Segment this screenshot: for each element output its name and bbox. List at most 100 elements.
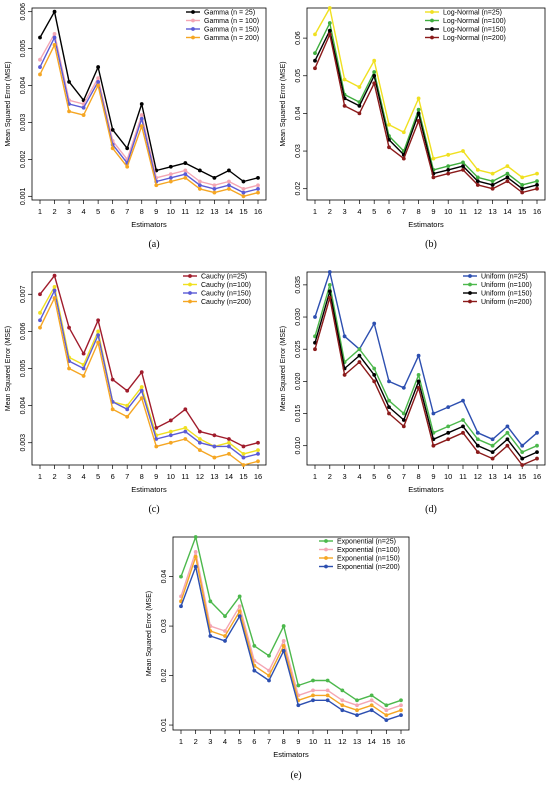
data-point — [110, 377, 115, 382]
chart-panel: 1 2 3 4 5 6 7 8 9 10 11 12 13 14 15 160.0100.0150.0200.… — [280, 270, 546, 515]
plot-frame — [306, 7, 546, 201]
data-point — [475, 430, 480, 435]
data-point — [67, 325, 71, 330]
data-point — [168, 433, 173, 438]
data-point — [327, 289, 332, 294]
x-tick-label: 6 — [111, 207, 115, 216]
x-tick-label: 16 — [397, 737, 405, 746]
data-point — [241, 187, 246, 191]
data-point — [387, 411, 391, 416]
x-tick-label: 8 — [140, 207, 144, 216]
legend-swatch-point — [188, 274, 192, 278]
data-point — [520, 175, 525, 180]
data-point — [355, 713, 359, 718]
data-point — [183, 168, 188, 173]
x-tick-label: 9 — [154, 207, 158, 216]
data-point — [183, 161, 188, 165]
legend-swatch-point — [430, 18, 434, 23]
data-point — [110, 407, 115, 412]
legend-swatch-point — [324, 556, 328, 560]
data-point — [401, 418, 406, 422]
data-point — [490, 186, 495, 191]
data-point — [535, 171, 539, 176]
data-point — [535, 443, 539, 448]
legend-swatch-point — [430, 10, 434, 14]
series-line — [314, 22, 538, 186]
x-tick-label: 10 — [167, 207, 175, 216]
data-point — [227, 444, 231, 449]
data-point — [490, 456, 495, 461]
y-axis-label: Mean Squared Error (MSE) — [280, 61, 287, 146]
y-axis-label: Mean Squared Error (MSE) — [5, 61, 12, 146]
legend: Exponential (n=25)Exponential (n=100) Exp… — [319, 539, 400, 571]
data-point — [96, 318, 101, 323]
x-axis-label: Estimators — [408, 485, 444, 494]
data-point — [357, 85, 362, 89]
data-point — [81, 366, 86, 371]
legend-entry: Uniform (n=200) — [481, 299, 532, 306]
data-point — [340, 698, 345, 703]
legend-entry: Exponential (n=200) — [337, 564, 400, 571]
legend-swatch-point — [430, 27, 434, 31]
data-point — [139, 385, 144, 389]
y-tick-label: 0.007 — [20, 285, 27, 303]
x-tick-label: 10 — [167, 472, 175, 481]
chart-panel: 1 2 3 4 5 6 7 8 9 10 11 12 13 14 15 160.0030.0040.0050.… — [5, 271, 267, 515]
x-tick-label: 16 — [533, 472, 541, 481]
x-tick-label: 4 — [357, 472, 361, 481]
data-point — [475, 443, 480, 448]
data-point — [327, 32, 332, 37]
data-point — [399, 708, 403, 713]
data-point — [197, 448, 202, 453]
legend-swatch-point — [188, 291, 192, 295]
data-point — [311, 698, 315, 703]
data-point — [340, 688, 345, 693]
data-point — [81, 113, 86, 117]
legend-entry: Cauchy (n=200) — [201, 299, 251, 306]
series-line — [314, 297, 538, 466]
data-point — [327, 28, 332, 33]
x-tick-label: 5 — [96, 207, 100, 216]
data-point — [490, 437, 495, 442]
x-tick-label: 12 — [196, 207, 204, 216]
data-point — [267, 673, 271, 678]
data-point — [372, 70, 377, 74]
data-point — [461, 164, 465, 169]
legend-entry: Uniform (n=25) — [481, 274, 528, 281]
legend: Uniform (n=25)Uniform (n=100) Uniform (n=… — [463, 274, 532, 306]
y-axis-label: Mean Squared Error (MSE) — [280, 326, 287, 411]
data-point — [168, 418, 173, 423]
data-point — [431, 443, 436, 448]
data-point — [327, 282, 332, 287]
legend-entry: Gamma (n = 200) — [204, 35, 259, 42]
data-point — [461, 424, 465, 429]
data-point — [168, 175, 173, 180]
x-tick-label: 1 — [313, 472, 317, 481]
data-point — [401, 424, 406, 429]
data-point — [139, 388, 144, 393]
data-point — [81, 374, 86, 378]
data-point — [535, 179, 539, 184]
y-tick-label: 0.001 — [20, 187, 27, 205]
data-point — [520, 463, 525, 467]
panel-caption: (b) — [425, 239, 437, 250]
data-point — [416, 385, 421, 390]
data-point — [401, 385, 406, 390]
data-point — [505, 443, 510, 448]
x-tick-label: 16 — [254, 472, 262, 481]
y-tick-label: 0.002 — [20, 151, 27, 169]
y-tick-label: 0.006 — [20, 3, 27, 21]
data-point — [461, 398, 465, 403]
data-point — [154, 183, 159, 188]
y-tick-label: 0.06 — [295, 31, 302, 45]
data-point — [110, 146, 115, 151]
x-tick-label: 15 — [518, 207, 526, 216]
x-tick-label: 5 — [96, 472, 100, 481]
data-point — [179, 604, 183, 609]
data-point — [535, 183, 539, 187]
x-tick-label: 2 — [194, 737, 198, 746]
x-tick-label: 10 — [309, 737, 317, 746]
data-point — [168, 429, 173, 434]
x-tick-label: 3 — [208, 737, 212, 746]
data-point — [125, 146, 130, 151]
